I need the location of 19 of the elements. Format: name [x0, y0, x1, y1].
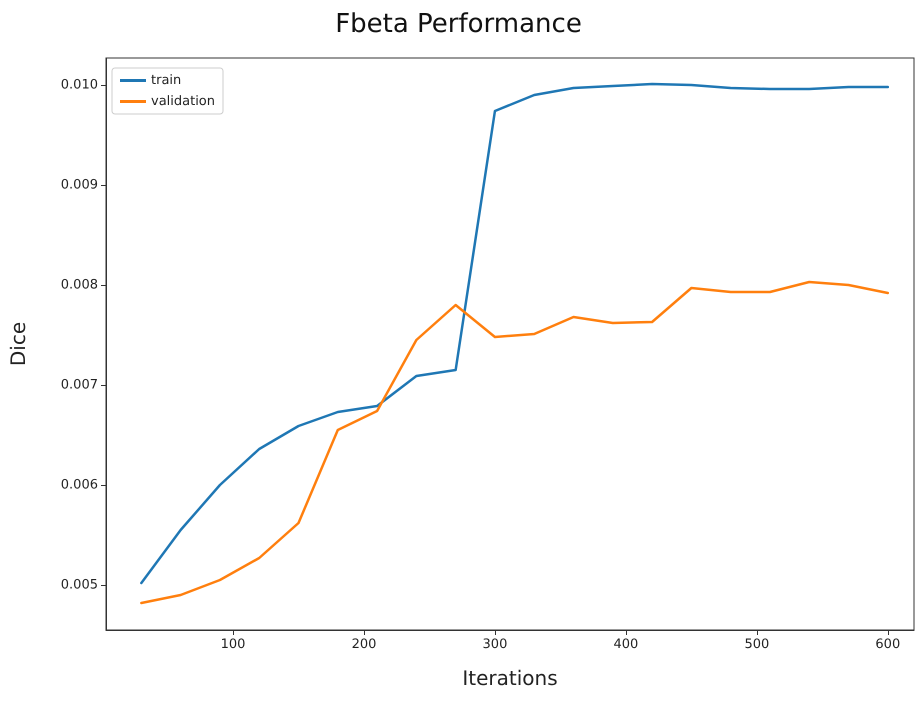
x-tick-label: 100: [220, 637, 246, 652]
legend-label: train: [151, 73, 182, 88]
x-axis-title: Iterations: [462, 666, 558, 690]
y-tick-label: 0.009: [60, 178, 98, 192]
x-tick-label: 500: [744, 637, 770, 652]
x-tick-label: 200: [352, 637, 376, 652]
line-series: [140, 280, 890, 604]
x-tick-label: 600: [875, 637, 900, 652]
y-tick-label: 0.006: [60, 478, 98, 492]
y-tick-label: 0.008: [60, 278, 98, 292]
x-tick-label: 400: [613, 637, 638, 652]
y-tick-label: 0.005: [60, 578, 98, 592]
line-series: [140, 82, 890, 584]
legend-label: validation: [151, 94, 216, 109]
y-tick-label: 0.007: [60, 378, 98, 392]
y-tick-label: 0.010: [60, 78, 98, 92]
x-tick-label: 300: [482, 637, 508, 652]
y-axis-title: Dice: [6, 322, 30, 366]
chart-title: Fbeta Performance: [335, 9, 582, 39]
